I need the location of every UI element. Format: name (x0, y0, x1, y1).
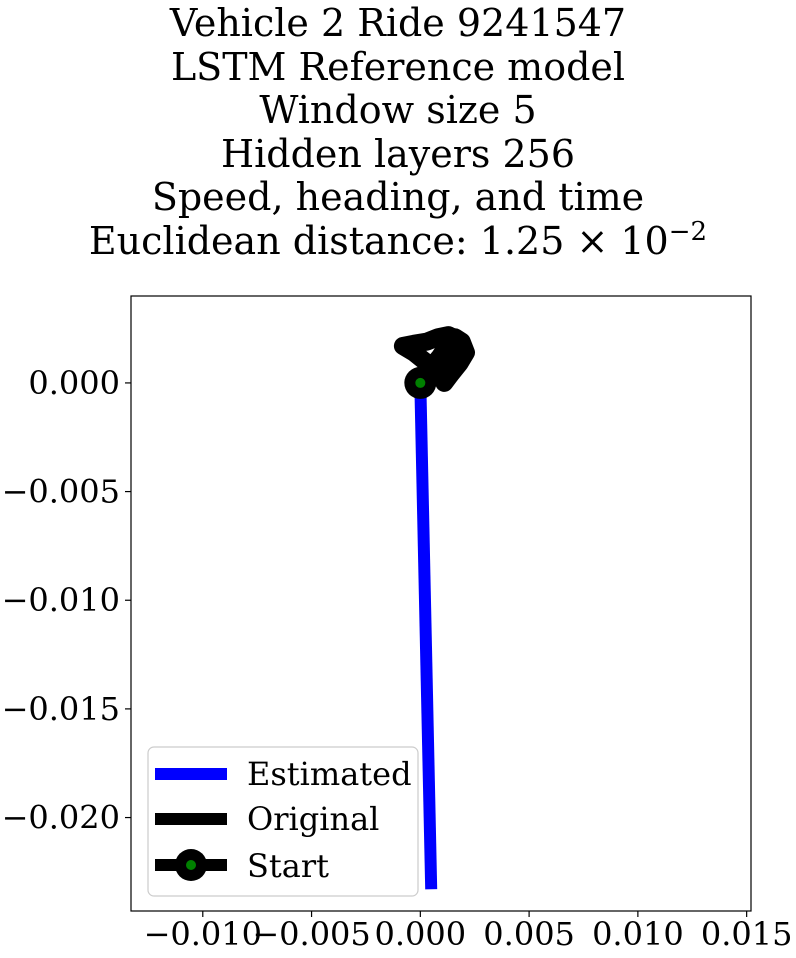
x-tick-label: 0.000 (375, 915, 467, 953)
distance-text: Euclidean distance: 1.25 × 10 (88, 218, 669, 263)
legend-swatch-start-dot (186, 860, 196, 870)
legend-label-original: Original (247, 800, 379, 838)
plot-frame (130, 295, 752, 912)
series-line-original (393, 326, 475, 392)
x-tick-label: 0.005 (483, 915, 575, 953)
title-line: Window size 5 (259, 88, 537, 132)
title-line: Hidden layers 256 (220, 131, 576, 176)
chart-title: Vehicle 2 Ride 9241547 LSTM Reference mo… (0, 1, 796, 264)
x-tick-label: 0.015 (701, 915, 793, 953)
x-tick-label: 0.010 (592, 915, 684, 953)
legend-label-estimated: Estimated (247, 755, 412, 793)
series-line-estimated (414, 382, 438, 890)
y-tick-label: 0.000 (28, 364, 120, 402)
y-tick-label: −0.010 (2, 581, 120, 619)
start-marker-dot (415, 377, 426, 388)
y-tick-label: −0.005 (2, 473, 120, 511)
distance-exponent: −2 (668, 216, 708, 247)
y-tick-label: −0.015 (2, 690, 120, 728)
y-tick-label: −0.020 (2, 799, 120, 837)
title-line: Speed, heading, and time (151, 175, 645, 219)
legend-box (147, 746, 419, 897)
legend: Estimated Original Start (147, 746, 419, 897)
title-line: Vehicle 2 Ride 9241547 (169, 1, 627, 45)
x-tick-label: −0.010 (144, 915, 262, 953)
legend-label-start: Start (247, 847, 329, 885)
title-distance-line: Euclidean distance: 1.25 × 10−2 (0, 216, 796, 264)
x-tick-label: −0.005 (252, 915, 370, 953)
title-line: LSTM Reference model (170, 44, 626, 89)
